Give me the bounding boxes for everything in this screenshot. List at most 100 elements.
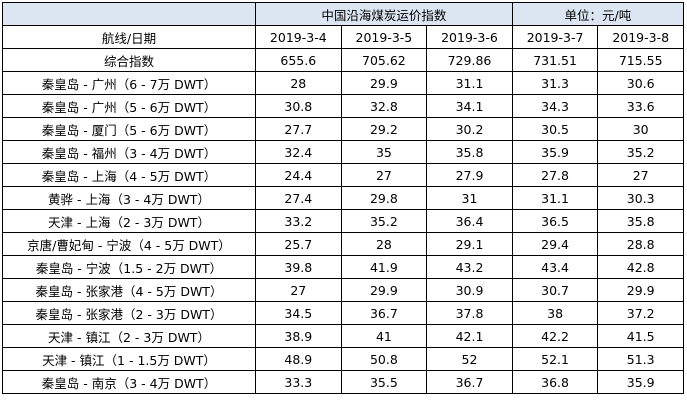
value-cell: 33.3 [255, 370, 342, 394]
value-cell: 731.51 [511, 48, 599, 72]
data-row: 秦皇岛 - 厦门（5 - 6万 DWT） 27.7 29.2 30.2 30.5 30 [2, 117, 684, 141]
value-cell: 35.8 [426, 140, 513, 164]
value-cell: 34.3 [511, 94, 599, 118]
value-cell: 32.8 [340, 94, 428, 118]
route-cell: 秦皇岛 - 张家港（2 - 3万 DWT） [2, 301, 256, 325]
date-header: 2019-3-6 [426, 25, 513, 49]
value-cell: 30.7 [511, 278, 599, 302]
value-cell: 36.5 [511, 209, 599, 233]
value-cell: 52 [426, 347, 513, 371]
value-cell: 27.7 [255, 117, 342, 141]
value-cell: 30.9 [426, 278, 513, 302]
value-cell: 31.1 [511, 186, 599, 210]
data-row: 秦皇岛 - 张家港（4 - 5万 DWT） 27 29.9 30.9 30.7 29.9 [2, 278, 684, 302]
value-cell: 29.1 [426, 232, 513, 256]
value-cell: 30.5 [511, 117, 599, 141]
value-cell: 28 [340, 232, 428, 256]
unit-label: 单位：元/吨 [511, 2, 685, 26]
value-cell: 36.7 [340, 301, 428, 325]
value-cell: 31.3 [511, 71, 599, 95]
value-cell: 29.2 [340, 117, 428, 141]
data-row: 秦皇岛 - 福州（3 - 4万 DWT） 32.4 35 35.8 35.9 35.2 [2, 140, 684, 164]
value-cell: 27 [255, 278, 342, 302]
value-cell: 28 [255, 71, 342, 95]
value-cell: 29.9 [597, 278, 684, 302]
value-cell: 41 [340, 324, 428, 348]
data-row: 天津 - 上海（2 - 3万 DWT） 33.2 35.2 36.4 36.5 35.8 [2, 209, 684, 233]
date-header: 2019-3-5 [340, 25, 428, 49]
table-title: 中国沿海煤炭运价指数 [255, 2, 513, 26]
value-cell: 33.6 [597, 94, 684, 118]
table-body: 中国沿海煤炭运价指数 单位：元/吨 航线/日期 2019-3-4 2019-3-5 2… [2, 2, 685, 394]
value-cell: 25.7 [255, 232, 342, 256]
value-cell: 27.4 [255, 186, 342, 210]
route-cell: 黄骅 - 上海（3 - 4万 DWT） [2, 186, 256, 210]
route-cell: 综合指数 [2, 48, 256, 72]
value-cell: 42.2 [511, 324, 599, 348]
value-cell: 36.8 [511, 370, 599, 394]
value-cell: 37.8 [426, 301, 513, 325]
value-cell: 36.4 [426, 209, 513, 233]
route-header: 航线/日期 [2, 25, 256, 49]
route-cell: 秦皇岛 - 厦门（5 - 6万 DWT） [2, 117, 256, 141]
value-cell: 38 [511, 301, 599, 325]
data-row: 秦皇岛 - 张家港（2 - 3万 DWT） 34.5 36.7 37.8 38 37.2 [2, 301, 684, 325]
data-row: 天津 - 镇江（1 - 1.5万 DWT） 48.9 50.8 52 52.1 51.3 [2, 347, 684, 371]
value-cell: 34.1 [426, 94, 513, 118]
route-cell: 天津 - 镇江（2 - 3万 DWT） [2, 324, 256, 348]
data-row: 秦皇岛 - 广州（5 - 6万 DWT） 30.8 32.8 34.1 34.3 33.6 [2, 94, 684, 118]
value-cell: 729.86 [426, 48, 513, 72]
data-row: 综合指数 655.6 705.62 729.86 731.51 715.55 [2, 48, 684, 72]
value-cell: 36.7 [426, 370, 513, 394]
value-cell: 30.8 [255, 94, 342, 118]
date-header: 2019-3-4 [255, 25, 342, 49]
value-cell: 39.8 [255, 255, 342, 279]
value-cell: 32.4 [255, 140, 342, 164]
value-cell: 35 [340, 140, 428, 164]
data-row: 京唐/曹妃甸 - 宁波（4 - 5万 DWT） 25.7 28 29.1 29.4 28.… [2, 232, 684, 256]
value-cell: 37.2 [597, 301, 684, 325]
data-row: 秦皇岛 - 广州（6 - 7万 DWT） 28 29.9 31.1 31.3 30.6 [2, 71, 684, 95]
value-cell: 30.3 [597, 186, 684, 210]
value-cell: 38.9 [255, 324, 342, 348]
value-cell: 705.62 [340, 48, 428, 72]
value-cell: 50.8 [340, 347, 428, 371]
value-cell: 29.8 [340, 186, 428, 210]
blank-cell [2, 2, 256, 26]
value-cell: 27 [340, 163, 428, 187]
route-cell: 京唐/曹妃甸 - 宁波（4 - 5万 DWT） [2, 232, 256, 256]
value-cell: 27.8 [511, 163, 599, 187]
data-row: 秦皇岛 - 宁波（1.5 - 2万 DWT） 39.8 41.9 43.2 43.4 42… [2, 255, 684, 279]
route-cell: 秦皇岛 - 张家港（4 - 5万 DWT） [2, 278, 256, 302]
value-cell: 43.4 [511, 255, 599, 279]
value-cell: 30.6 [597, 71, 684, 95]
value-cell: 30 [597, 117, 684, 141]
value-cell: 34.5 [255, 301, 342, 325]
value-cell: 31 [426, 186, 513, 210]
value-cell: 43.2 [426, 255, 513, 279]
value-cell: 35.2 [597, 140, 684, 164]
value-cell: 41.5 [597, 324, 684, 348]
freight-table: 中国沿海煤炭运价指数 单位：元/吨 航线/日期 2019-3-4 2019-3-5 2… [2, 2, 685, 394]
value-cell: 27.9 [426, 163, 513, 187]
value-cell: 715.55 [597, 48, 684, 72]
value-cell: 655.6 [255, 48, 342, 72]
data-row: 黄骅 - 上海（3 - 4万 DWT） 27.4 29.8 31 31.1 30.3 [2, 186, 684, 210]
value-cell: 30.2 [426, 117, 513, 141]
route-cell: 秦皇岛 - 南京（3 - 4万 DWT） [2, 370, 256, 394]
route-cell: 秦皇岛 - 上海（4 - 5万 DWT） [2, 163, 256, 187]
data-row: 秦皇岛 - 南京（3 - 4万 DWT） 33.3 35.5 36.7 36.8 35.9 [2, 370, 684, 394]
value-cell: 35.2 [340, 209, 428, 233]
value-cell: 27 [597, 163, 684, 187]
value-cell: 48.9 [255, 347, 342, 371]
value-cell: 51.3 [597, 347, 684, 371]
route-cell: 天津 - 镇江（1 - 1.5万 DWT） [2, 347, 256, 371]
route-cell: 天津 - 上海（2 - 3万 DWT） [2, 209, 256, 233]
value-cell: 29.9 [340, 278, 428, 302]
route-cell: 秦皇岛 - 广州（5 - 6万 DWT） [2, 94, 256, 118]
data-row: 秦皇岛 - 上海（4 - 5万 DWT） 24.4 27 27.9 27.8 27 [2, 163, 684, 187]
data-row: 天津 - 镇江（2 - 3万 DWT） 38.9 41 42.1 42.2 41.5 [2, 324, 684, 348]
value-cell: 35.5 [340, 370, 428, 394]
route-cell: 秦皇岛 - 宁波（1.5 - 2万 DWT） [2, 255, 256, 279]
